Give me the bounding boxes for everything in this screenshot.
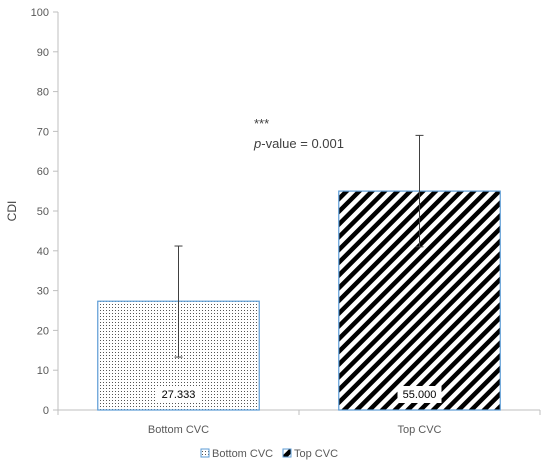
p-value-italic: p bbox=[253, 136, 261, 151]
data-labels: 27.333 55.000 bbox=[156, 386, 442, 403]
p-value-rest: -value = 0.001 bbox=[261, 136, 344, 151]
bars bbox=[97, 190, 501, 411]
y-tick-label: 20 bbox=[37, 325, 49, 337]
y-axis: 0 10 20 30 40 50 60 70 80 90 100 bbox=[31, 7, 59, 417]
y-tick-label: 70 bbox=[37, 126, 49, 138]
y-tick-label: 80 bbox=[37, 87, 49, 99]
y-tick-label: 30 bbox=[37, 286, 49, 298]
data-label-box bbox=[397, 386, 442, 403]
legend-swatch-bottom-cvc bbox=[200, 448, 210, 458]
data-label-bottom-cvc: 27.333 bbox=[162, 389, 196, 401]
error-bars bbox=[174, 134, 424, 358]
y-tick-label: 10 bbox=[37, 365, 49, 377]
y-tick-label: 60 bbox=[37, 166, 49, 178]
x-axis: Bottom CVC Top CVC bbox=[57, 409, 541, 436]
legend-swatch-top-cvc bbox=[282, 448, 292, 458]
y-tick-label: 0 bbox=[43, 405, 49, 417]
p-value-annotation: p-value = 0.001 bbox=[253, 136, 344, 151]
y-axis-title: CDI bbox=[5, 201, 19, 222]
y-tick-label: 50 bbox=[37, 206, 49, 218]
significance-stars: *** bbox=[254, 116, 269, 131]
y-tick-label: 100 bbox=[31, 7, 49, 19]
y-tick-label: 40 bbox=[37, 246, 49, 258]
x-tick-label-bottom-cvc: Bottom CVC bbox=[148, 424, 209, 436]
data-label-box bbox=[156, 386, 201, 403]
y-tick-label: 90 bbox=[37, 47, 49, 59]
legend-label-top-cvc: Top CVC bbox=[294, 448, 338, 460]
x-tick-label-top-cvc: Top CVC bbox=[397, 424, 441, 436]
legend: Bottom CVC Top CVC bbox=[200, 448, 338, 460]
legend-label-bottom-cvc: Bottom CVC bbox=[212, 448, 273, 460]
data-label-top-cvc: 55.000 bbox=[403, 389, 437, 401]
